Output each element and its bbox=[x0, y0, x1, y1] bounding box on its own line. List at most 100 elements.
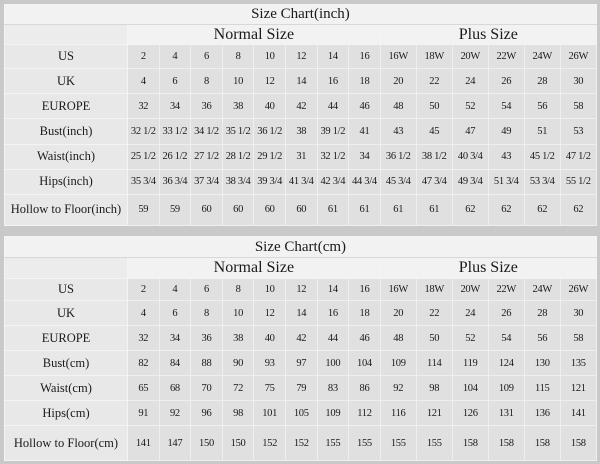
table-cell: 126 bbox=[451, 400, 489, 426]
table-cell: 22W bbox=[487, 44, 525, 70]
table-cell: 53 3/4 bbox=[523, 168, 561, 195]
table-cell: 16 bbox=[316, 300, 350, 326]
group-header-row: Normal Size Plus Size bbox=[4, 24, 597, 46]
row-label: Waist(inch) bbox=[4, 143, 128, 170]
table-row: Waist(cm) 65 68 70 72 75 79 83 86 92 98 104 109 115 12… bbox=[4, 375, 597, 401]
table-cell: 98 bbox=[415, 375, 453, 401]
table-cell: 34 bbox=[348, 143, 381, 170]
table-cell: 46 bbox=[348, 325, 381, 351]
table-cell: 141 bbox=[559, 400, 597, 426]
group-header-plus: Plus Size bbox=[379, 257, 597, 279]
table-cell: 91 bbox=[127, 400, 160, 426]
table-cell: 6 bbox=[158, 300, 192, 326]
table-cell: 79 bbox=[284, 375, 318, 401]
table-cell: 32 1/2 bbox=[316, 143, 350, 170]
table-cell: 58 bbox=[559, 93, 597, 120]
table-cell: 4 bbox=[127, 300, 160, 326]
table-cell: 29 1/2 bbox=[253, 143, 286, 170]
table-cell: 45 3/4 bbox=[379, 168, 417, 195]
table-cell: 158 bbox=[487, 425, 525, 461]
table-cell: 158 bbox=[523, 425, 561, 461]
table-cell: 88 bbox=[190, 350, 223, 376]
table-cell: 39 1/2 bbox=[316, 118, 350, 145]
table-row: Hips(cm) 91 92 96 98 101 105 109 112 116 121 126 131… bbox=[4, 400, 597, 426]
table-cell: 158 bbox=[559, 425, 597, 461]
row-label: Bust(inch) bbox=[4, 118, 128, 145]
row-label: Hips(inch) bbox=[4, 168, 128, 195]
table-cell: 16W bbox=[379, 278, 417, 301]
table-cell: 104 bbox=[348, 350, 381, 376]
row-label: EUROPE bbox=[4, 93, 128, 120]
table-cell: 116 bbox=[379, 400, 417, 426]
table-cell: 47 3/4 bbox=[415, 168, 453, 195]
table-cell: 124 bbox=[487, 350, 525, 376]
table-cell: 41 3/4 bbox=[284, 168, 318, 195]
table-cell: 112 bbox=[348, 400, 381, 426]
row-label: US bbox=[4, 278, 128, 301]
table-cell: 38 bbox=[284, 118, 318, 145]
table-cell: 54 bbox=[487, 93, 525, 120]
table-cell: 62 bbox=[559, 193, 597, 227]
table-cell: 16 bbox=[316, 68, 350, 95]
table-cell: 32 1/2 bbox=[127, 118, 160, 145]
table-cell: 12 bbox=[284, 44, 318, 70]
table-cell: 119 bbox=[451, 350, 489, 376]
table-cell: 42 bbox=[284, 325, 318, 351]
table-cell: 44 3/4 bbox=[348, 168, 381, 195]
table-cell: 14 bbox=[316, 44, 350, 70]
row-label: Bust(cm) bbox=[4, 350, 128, 376]
table-cell: 54 bbox=[487, 325, 525, 351]
table-cell: 16W bbox=[379, 44, 417, 70]
table-cell: 52 bbox=[451, 93, 489, 120]
table-cell: 6 bbox=[158, 68, 192, 95]
table-cell: 25 1/2 bbox=[127, 143, 160, 170]
table-cell: 49 3/4 bbox=[451, 168, 489, 195]
table-cell: 20W bbox=[451, 278, 489, 301]
table-cell: 31 bbox=[284, 143, 318, 170]
table-cell: 28 bbox=[523, 68, 561, 95]
table-row: Waist(inch) 25 1/2 26 1/2 27 1/2 28 1/2 29 1/… bbox=[4, 143, 597, 170]
table-cell: 50 bbox=[415, 93, 453, 120]
row-label: Hips(cm) bbox=[4, 400, 128, 426]
table-cell: 75 bbox=[253, 375, 286, 401]
table-cell: 46 bbox=[348, 93, 381, 120]
table-cell: 56 bbox=[523, 93, 561, 120]
table-cell: 155 bbox=[415, 425, 453, 461]
table-cell: 10 bbox=[253, 44, 286, 70]
table-cell: 4 bbox=[158, 44, 192, 70]
table-cell: 44 bbox=[316, 93, 350, 120]
table-cell: 51 bbox=[523, 118, 561, 145]
table-cell: 136 bbox=[523, 400, 561, 426]
table-cell: 2 bbox=[127, 44, 160, 70]
size-table: Size Chart(inch) Normal Size Plus Size US 2 4… bbox=[4, 3, 597, 227]
table-cell: 4 bbox=[127, 68, 160, 95]
table-cell: 65 bbox=[127, 375, 160, 401]
table-cell: 58 bbox=[559, 325, 597, 351]
table-cell: 24 bbox=[451, 300, 489, 326]
table-cell: 150 bbox=[190, 425, 223, 461]
row-label: UK bbox=[4, 300, 128, 326]
row-label: EUROPE bbox=[4, 325, 128, 351]
table-cell: 12 bbox=[253, 300, 286, 326]
row-label: UK bbox=[4, 68, 128, 95]
table-title: Size Chart(inch) bbox=[4, 3, 597, 26]
table-cell: 30 bbox=[559, 300, 597, 326]
table-cell: 38 bbox=[221, 325, 255, 351]
table-cell: 14 bbox=[284, 300, 318, 326]
table-cell: 18W bbox=[415, 44, 453, 70]
table-cell: 36 bbox=[190, 93, 223, 120]
table-cell: 24 bbox=[451, 68, 489, 95]
table-cell: 49 bbox=[487, 118, 525, 145]
table-cell: 8 bbox=[221, 278, 255, 301]
table-cell: 38 3/4 bbox=[221, 168, 255, 195]
size-chart-cm: Size Chart(cm) Normal Size Plus Size US 2 4 6 8… bbox=[4, 236, 597, 461]
table-cell: 56 bbox=[523, 325, 561, 351]
table-cell: 12 bbox=[253, 68, 286, 95]
table-cell: 40 3/4 bbox=[451, 143, 489, 170]
table-cell: 32 bbox=[127, 325, 160, 351]
table-cell: 61 bbox=[316, 193, 350, 227]
table-cell: 52 bbox=[451, 325, 489, 351]
table-cell: 60 bbox=[284, 193, 318, 227]
table-cell: 6 bbox=[190, 44, 223, 70]
table-cell: 96 bbox=[190, 400, 223, 426]
